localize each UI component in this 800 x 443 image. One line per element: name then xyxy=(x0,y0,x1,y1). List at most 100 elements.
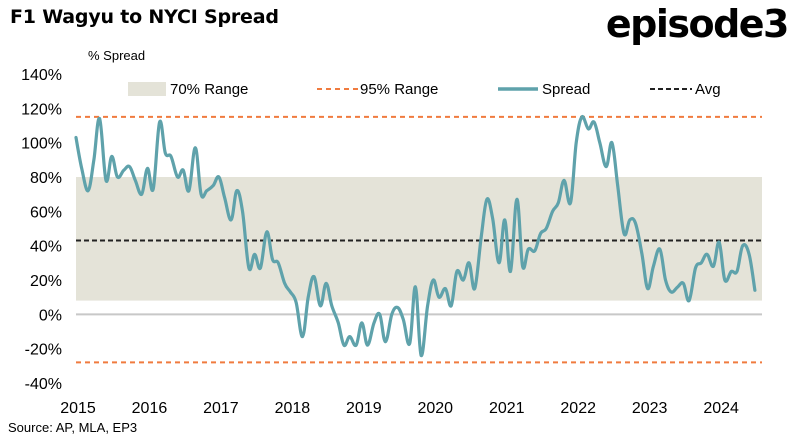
spread-data-point xyxy=(527,247,530,251)
spread-data-point xyxy=(140,192,143,196)
spread-data-point xyxy=(265,230,268,234)
spread-data-point xyxy=(199,192,203,196)
spread-data-point xyxy=(247,266,251,270)
spread-data-point xyxy=(151,187,155,191)
spread-data-point xyxy=(212,184,215,187)
y-tick-label: 120% xyxy=(21,101,62,118)
spread-data-point xyxy=(444,287,447,290)
spread-data-point xyxy=(735,270,739,273)
x-tick-label: 2023 xyxy=(632,400,668,417)
spread-data-point xyxy=(551,210,554,213)
spread-data-point xyxy=(181,168,185,172)
spread-data-point xyxy=(217,175,221,179)
spread-data-point xyxy=(128,165,131,168)
spread-data-point xyxy=(354,344,358,347)
spread-data-point xyxy=(544,227,548,230)
spread-data-point xyxy=(187,189,191,192)
range70-band xyxy=(76,177,762,301)
y-tick-label: 40% xyxy=(30,239,62,256)
spread-data-point xyxy=(205,189,208,192)
x-tick-label: 2019 xyxy=(346,400,382,417)
spread-data-point xyxy=(634,222,637,225)
spread-data-point xyxy=(164,151,167,155)
spread-data-point xyxy=(628,218,632,222)
spread-data-point xyxy=(640,253,644,256)
spread-data-point xyxy=(676,285,679,289)
spread-data-point xyxy=(479,235,483,239)
spread-data-point xyxy=(717,241,721,244)
y-axis-label: % Spread xyxy=(88,48,145,63)
y-tick-label: -20% xyxy=(25,342,62,359)
spread-data-point xyxy=(342,344,346,347)
spread-data-point xyxy=(80,167,83,170)
y-tick-label: 100% xyxy=(21,136,62,153)
legend-label: Spread xyxy=(542,81,590,98)
spread-data-point xyxy=(658,247,662,251)
y-tick-label: 20% xyxy=(30,273,62,290)
spread-data-point xyxy=(294,301,298,304)
episode3-logo: episode3 xyxy=(605,2,790,46)
legend: 70% Range 95% Range Spread Avg xyxy=(128,81,721,98)
spread-data-point xyxy=(741,244,744,247)
x-tick-label: 2018 xyxy=(275,400,311,417)
spread-data-point xyxy=(730,270,733,273)
spread-data-point xyxy=(467,261,471,265)
spread-data-point xyxy=(396,306,399,309)
spread-data-point xyxy=(307,295,310,299)
spread-data-point xyxy=(539,232,542,235)
spread-data-point xyxy=(223,196,226,199)
spread-data-point xyxy=(473,287,476,290)
spread-data-point xyxy=(462,278,465,282)
spread-data-point xyxy=(253,253,256,256)
spread-data-point xyxy=(259,266,262,270)
spread-data-point xyxy=(277,261,280,265)
spread-data-point xyxy=(301,335,304,338)
spread-data-point xyxy=(116,175,119,179)
spread-data-point xyxy=(575,141,578,144)
x-tick-label: 2017 xyxy=(203,400,239,417)
spread-data-point xyxy=(92,158,96,162)
spread-data-point xyxy=(432,278,435,282)
spread-data-point xyxy=(408,342,411,345)
spread-data-point xyxy=(753,289,757,292)
spread-data-point xyxy=(146,167,149,170)
x-tick-label: 2024 xyxy=(703,400,739,417)
spread-data-point xyxy=(158,120,161,124)
plot-area xyxy=(74,115,762,364)
y-tick-label: 140% xyxy=(21,67,62,84)
x-tick-label: 2016 xyxy=(132,400,168,417)
spread-data-point xyxy=(694,266,697,270)
spread-data-point xyxy=(384,340,387,343)
spread-data-point xyxy=(557,201,560,204)
legend-label: Avg xyxy=(695,81,721,98)
spread-data-point xyxy=(324,282,328,285)
spread-data-point xyxy=(533,249,536,253)
spread-data-point xyxy=(682,282,685,285)
spread-data-point xyxy=(664,278,667,282)
spread-data-point xyxy=(235,189,238,192)
spread-data-point xyxy=(414,285,417,289)
x-axis: 2015 2016 2017 2018 2019 2020 2021 2022 2023 2024 xyxy=(60,400,739,417)
x-tick-label: 2021 xyxy=(489,400,525,417)
spread-data-point xyxy=(378,313,381,316)
spread-data-point xyxy=(74,136,78,139)
spread-data-point xyxy=(562,179,566,182)
spread-data-point xyxy=(426,304,429,307)
spread-data-point xyxy=(122,168,126,172)
y-tick-label: 0% xyxy=(39,307,62,324)
spread-data-point xyxy=(330,304,334,307)
spread-data-point xyxy=(312,275,316,278)
spread-data-point xyxy=(271,258,274,261)
spread-data-point xyxy=(241,210,244,213)
spread-data-point xyxy=(419,354,423,357)
spread-data-point xyxy=(348,335,351,338)
spread-data-point xyxy=(390,313,394,316)
spread-data-point xyxy=(491,217,494,220)
spread-data-point xyxy=(712,265,715,268)
spread-data-point xyxy=(104,179,108,182)
spread-data-point xyxy=(616,184,619,187)
spread-data-point xyxy=(503,218,506,222)
spread-data-point xyxy=(723,278,727,282)
spread-data-point xyxy=(110,155,113,158)
